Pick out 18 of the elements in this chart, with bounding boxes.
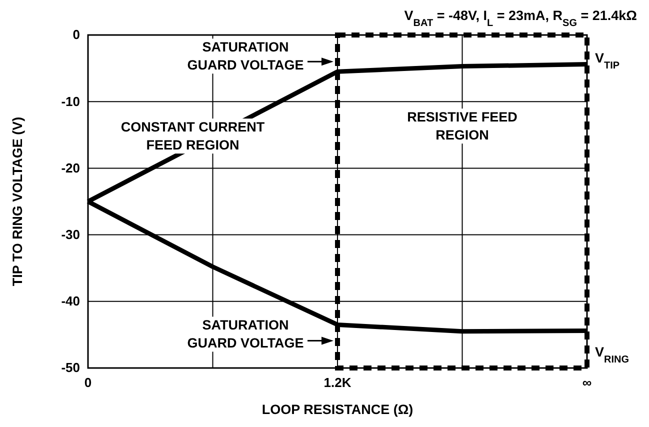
annotation: CONSTANT CURRENT FEED REGION (120, 120, 266, 153)
y-tick-label: 0 (72, 27, 80, 42)
y-tick-label: -40 (61, 294, 80, 309)
y-axis-title: TIP TO RING VOLTAGE (V) (10, 116, 25, 286)
x-tick-label: ∞ (582, 375, 592, 390)
y-tick-label: -20 (61, 160, 80, 176)
y-tick-label: -30 (61, 226, 80, 242)
series-label: V$_{RING}$ (595, 344, 630, 366)
x-tick-label: 0 (84, 375, 92, 390)
annotation: SATURATION GUARD VOLTAGE (187, 318, 304, 351)
y-tick-label: -10 (61, 94, 80, 109)
x-tick-label: 1.2K (324, 375, 352, 390)
band-label: RESISTIVE FEED REGION (407, 110, 518, 143)
x-axis-title: LOOP RESISTANCE (Ω) (262, 402, 414, 417)
series-label: V$_{TIP}$ (595, 50, 620, 71)
chart-title: V$_{BAT}$ = -48V, I$_{L}$ = 23mA, R$_{SG}$ = 21.4kΩ (404, 8, 638, 28)
annotation: SATURATION GUARD VOLTAGE (187, 40, 304, 73)
y-tick-label: -50 (61, 360, 80, 376)
